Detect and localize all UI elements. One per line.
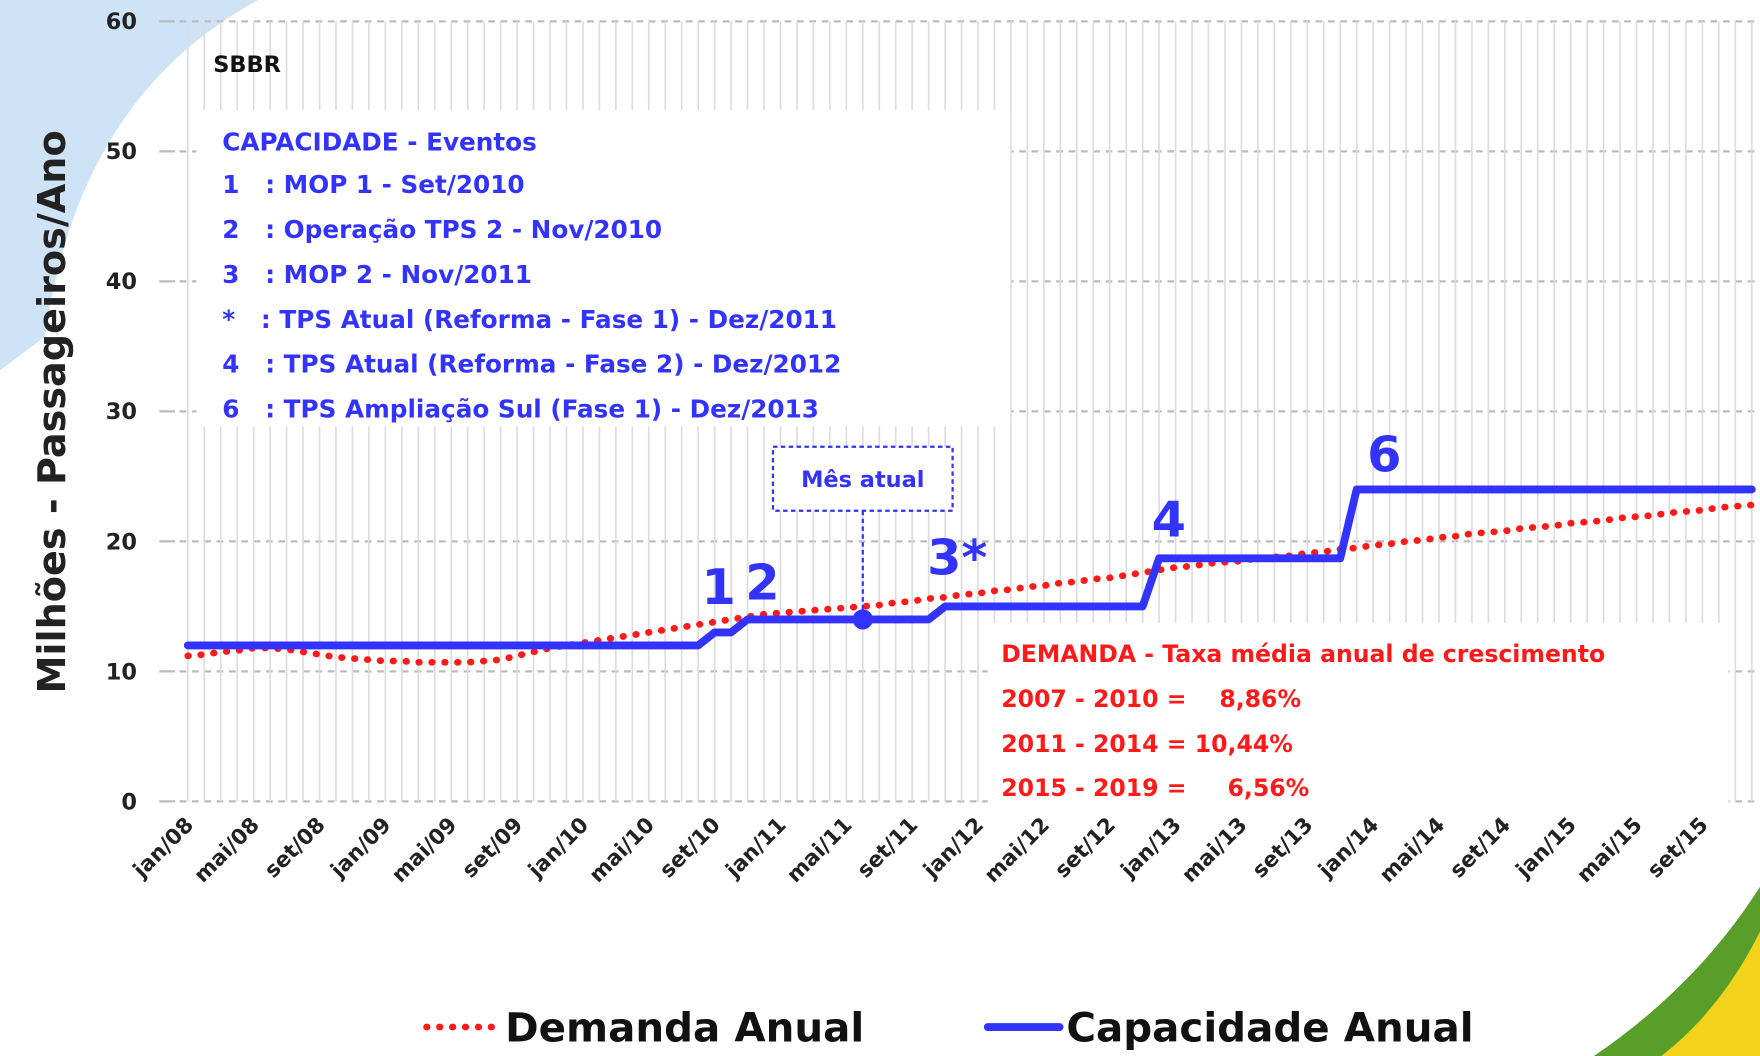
event-text: * : TPS Atual (Reforma - Fase 1) - Dez/2… [222,305,837,334]
step-label: 6 [1367,425,1401,483]
series-line [183,485,1756,650]
event-text: 6 : TPS Ampliação Sul (Fase 1) - Dez/201… [222,395,819,424]
event-text: CAPACIDADE - Eventos [222,127,537,156]
x-tick-label: jan/08 [128,813,199,884]
x-tick-label: jan/15 [1511,813,1582,884]
x-tick-label: mai/11 [782,813,857,888]
x-tick-label: set/13 [1248,813,1319,884]
x-tick-label: set/10 [655,813,726,884]
x-tick-label: set/08 [260,813,331,884]
demand-box [987,622,1729,809]
events-box [196,110,1011,427]
background-swirl [0,0,259,371]
current-month-box [771,445,954,512]
y-tick-label: 30 [106,399,137,425]
y-tick-label: 60 [106,9,137,35]
y-axis-label: Milhões - Passageiros/Ano [30,130,74,693]
background-corner-yellow [1661,931,1760,1056]
y-tick-label: 10 [106,659,137,685]
subtitle: SBBR [213,52,281,78]
event-text: 2 : Operação TPS 2 - Nov/2010 [222,215,662,244]
series-line [184,501,1756,666]
event-text: 4 : TPS Atual (Reforma - Fase 2) - Dez/2… [222,350,841,379]
x-tick-label: mai/08 [189,813,264,888]
x-tick-label: jan/13 [1116,813,1187,884]
x-tick-label: mai/10 [585,813,660,888]
x-tick-label: set/15 [1643,813,1714,884]
x-tick-label: mai/14 [1375,813,1450,888]
x-tick-label: jan/10 [523,813,594,884]
x-tick-label: mai/09 [387,813,462,888]
x-tick-label: jan/11 [721,813,792,884]
y-tick-label: 0 [121,789,137,815]
event-text: 1 : MOP 1 - Set/2010 [222,170,524,199]
event-text: 3 : MOP 2 - Nov/2011 [222,260,532,289]
legend-label: Demanda Anual [505,1004,864,1052]
x-tick-label: set/14 [1445,813,1516,884]
y-tick-label: 40 [106,269,137,295]
demand-text: 2011 - 2014 = 10,44% [1001,730,1293,758]
x-tick-label: set/12 [1050,813,1121,884]
x-tick-label: jan/14 [1313,813,1384,884]
x-tick-label: jan/09 [325,813,396,884]
demand-text: DEMANDA - Taxa média anual de cresciment… [1001,640,1605,668]
x-tick-label: mai/13 [1177,813,1252,888]
x-tick-label: mai/12 [980,813,1055,888]
step-label: 4 [1152,491,1186,549]
x-tick-label: set/11 [853,813,924,884]
y-tick-label: 50 [106,139,137,165]
x-tick-label: mai/15 [1572,813,1647,888]
current-month-label: Mês atual [801,467,924,493]
x-tick-label: jan/12 [918,813,989,884]
step-label: 3* [927,529,987,587]
legend-label: Capacidade Anual [1066,1004,1473,1052]
step-label: 2 [745,553,779,611]
demand-text: 2007 - 2010 = 8,86% [1001,685,1301,713]
y-tick-label: 20 [106,529,137,555]
x-tick-label: set/09 [457,813,528,884]
current-month-dot [852,609,873,630]
step-label: 1 [702,558,736,616]
plot [183,485,1756,666]
demand-text: 2015 - 2019 = 6,56% [1001,774,1309,802]
